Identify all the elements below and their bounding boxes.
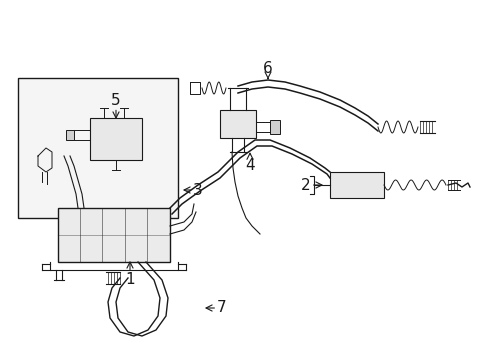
Bar <box>18 78 178 218</box>
Bar <box>58 208 170 262</box>
Text: 7: 7 <box>205 301 226 315</box>
Text: 5: 5 <box>111 93 121 118</box>
Text: 6: 6 <box>263 60 272 78</box>
Bar <box>329 172 383 198</box>
Bar <box>220 110 256 138</box>
Bar <box>269 120 280 134</box>
Text: 2: 2 <box>301 177 321 193</box>
Text: 4: 4 <box>244 153 254 172</box>
Text: 1: 1 <box>125 262 135 288</box>
Bar <box>90 118 142 160</box>
Text: 3: 3 <box>183 183 203 198</box>
Bar <box>66 130 74 140</box>
